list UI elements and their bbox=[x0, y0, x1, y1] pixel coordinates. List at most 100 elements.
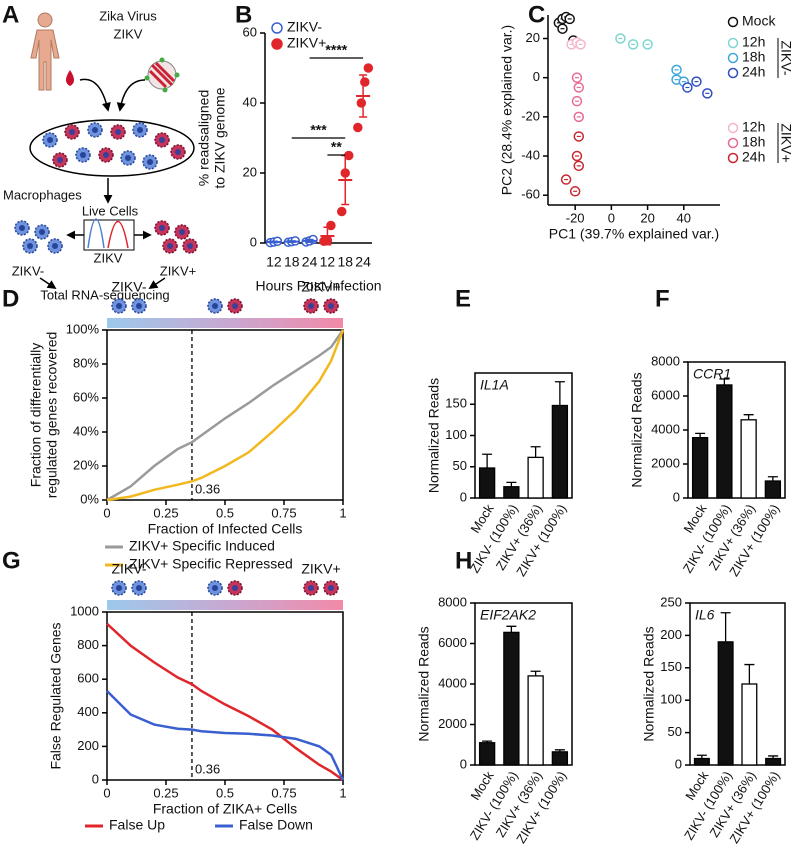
sort-curve bbox=[107, 221, 129, 249]
y-tick-label: 2000 bbox=[438, 716, 467, 731]
plot-frame bbox=[106, 329, 344, 501]
y-tick-label: 0 bbox=[92, 771, 99, 786]
x-tick-label: 0 bbox=[608, 210, 615, 225]
legend-swatch bbox=[727, 52, 739, 64]
y-axis-label: PC2 (28.4% explained var.) bbox=[499, 25, 515, 195]
data-point bbox=[573, 160, 585, 172]
y-tick-label: 8000 bbox=[438, 594, 467, 609]
data-point bbox=[615, 33, 626, 44]
cell-icon bbox=[207, 298, 223, 314]
x-axis-label: Fraction of ZIKA+ Cells bbox=[153, 801, 297, 817]
x-tick-label: 18 bbox=[284, 254, 300, 270]
cell-icon bbox=[323, 298, 339, 314]
data-point bbox=[569, 186, 581, 197]
data-point bbox=[571, 150, 583, 162]
bar bbox=[717, 641, 734, 766]
panel-label: G bbox=[2, 547, 21, 574]
panel-label: E bbox=[455, 285, 471, 312]
x-tick-label: 0.25 bbox=[153, 785, 178, 800]
legend-swatch bbox=[727, 37, 739, 49]
data-point bbox=[682, 82, 693, 93]
data-point bbox=[573, 111, 585, 123]
y-tick-label: 150 bbox=[660, 659, 682, 674]
bar bbox=[693, 757, 710, 766]
data-point bbox=[671, 64, 682, 76]
reference-label: 0.36 bbox=[195, 481, 220, 496]
panel-label: D bbox=[2, 285, 19, 312]
line-series bbox=[106, 690, 345, 781]
arrow bbox=[116, 79, 146, 112]
data-point bbox=[564, 13, 575, 25]
error-bar bbox=[323, 226, 332, 246]
cell-icon bbox=[111, 298, 127, 314]
bar bbox=[691, 436, 709, 499]
legend-label: 24h bbox=[742, 149, 765, 165]
legend-swatch bbox=[727, 152, 739, 164]
y-tick-label: 800 bbox=[77, 637, 99, 652]
y-tick-label: 2000 bbox=[651, 455, 680, 470]
y-axis-label: Normalized Reads bbox=[416, 626, 432, 741]
error-bar bbox=[530, 446, 541, 458]
x-tick-label: 12 bbox=[266, 254, 282, 270]
legend-swatch bbox=[727, 122, 739, 134]
diagram-label: ZIKV bbox=[114, 26, 143, 41]
bar bbox=[503, 486, 520, 499]
group-label: ZIKV- bbox=[778, 40, 794, 75]
error-bar bbox=[695, 432, 706, 438]
y-tick-label: 0 bbox=[460, 756, 467, 771]
line-series bbox=[106, 622, 344, 782]
data-point bbox=[353, 122, 363, 133]
error-bar bbox=[305, 238, 314, 244]
x-tick-label: 20 bbox=[640, 210, 654, 225]
y-tick-label: 8000 bbox=[651, 353, 680, 368]
y-tick-label: 20 bbox=[526, 30, 540, 45]
bar bbox=[478, 467, 496, 499]
error-bar bbox=[482, 453, 493, 468]
error-bar bbox=[269, 240, 278, 244]
y-tick-label: -60 bbox=[521, 187, 540, 202]
panel-label: A bbox=[2, 1, 19, 28]
x-axis-label: Hours Post-infection bbox=[255, 278, 381, 294]
y-tick-label: 250 bbox=[660, 594, 682, 609]
x-tick-label: 24 bbox=[355, 254, 371, 270]
header-label: ZIKV- bbox=[111, 561, 146, 577]
y-tick-label: 200 bbox=[77, 738, 99, 753]
cell-icon bbox=[303, 580, 319, 596]
y-axis-label: Normalized Reads bbox=[426, 378, 442, 493]
y-tick-label: 200 bbox=[660, 627, 682, 642]
bar bbox=[551, 751, 569, 766]
y-axis-label: % readsaligned bbox=[196, 90, 212, 187]
diagram-label: ZIKV+ bbox=[160, 263, 197, 278]
panel-label: F bbox=[655, 285, 670, 312]
header-label: ZIKV- bbox=[111, 279, 146, 295]
diagram-label: ZIKV- bbox=[12, 263, 45, 278]
plot-frame bbox=[106, 611, 344, 781]
bar bbox=[527, 456, 544, 499]
legend-label: False Up bbox=[109, 817, 165, 833]
y-axis-label: to ZIKV genome bbox=[212, 87, 228, 188]
legend-label: ZIKV- bbox=[287, 19, 322, 35]
error-bar bbox=[744, 663, 755, 684]
y-tick-label: 150 bbox=[445, 396, 467, 411]
gradient-bar bbox=[107, 318, 343, 328]
error-bar bbox=[743, 414, 754, 420]
plot-frame bbox=[689, 602, 786, 766]
y-tick-label: 0 bbox=[250, 234, 257, 249]
y-tick-label: 0% bbox=[80, 491, 99, 506]
y-tick-label: 600 bbox=[77, 671, 99, 686]
y-axis-label: Normalized Reads bbox=[641, 626, 657, 741]
y-axis-label: regulated genes recovered bbox=[44, 332, 60, 499]
panel-label: H bbox=[455, 547, 472, 574]
y-axis-label: Normalized Reads bbox=[629, 372, 645, 487]
legend-swatch bbox=[271, 22, 283, 34]
data-point bbox=[557, 23, 568, 34]
error-bar bbox=[506, 625, 517, 633]
y-tick-label: 40% bbox=[73, 423, 99, 438]
x-tick-label: 0 bbox=[103, 785, 110, 800]
error-bar bbox=[719, 378, 730, 385]
legend-label: 18h bbox=[742, 49, 765, 65]
y-tick-label: 6000 bbox=[438, 635, 467, 650]
data-point bbox=[575, 39, 586, 50]
data-point bbox=[627, 39, 639, 50]
